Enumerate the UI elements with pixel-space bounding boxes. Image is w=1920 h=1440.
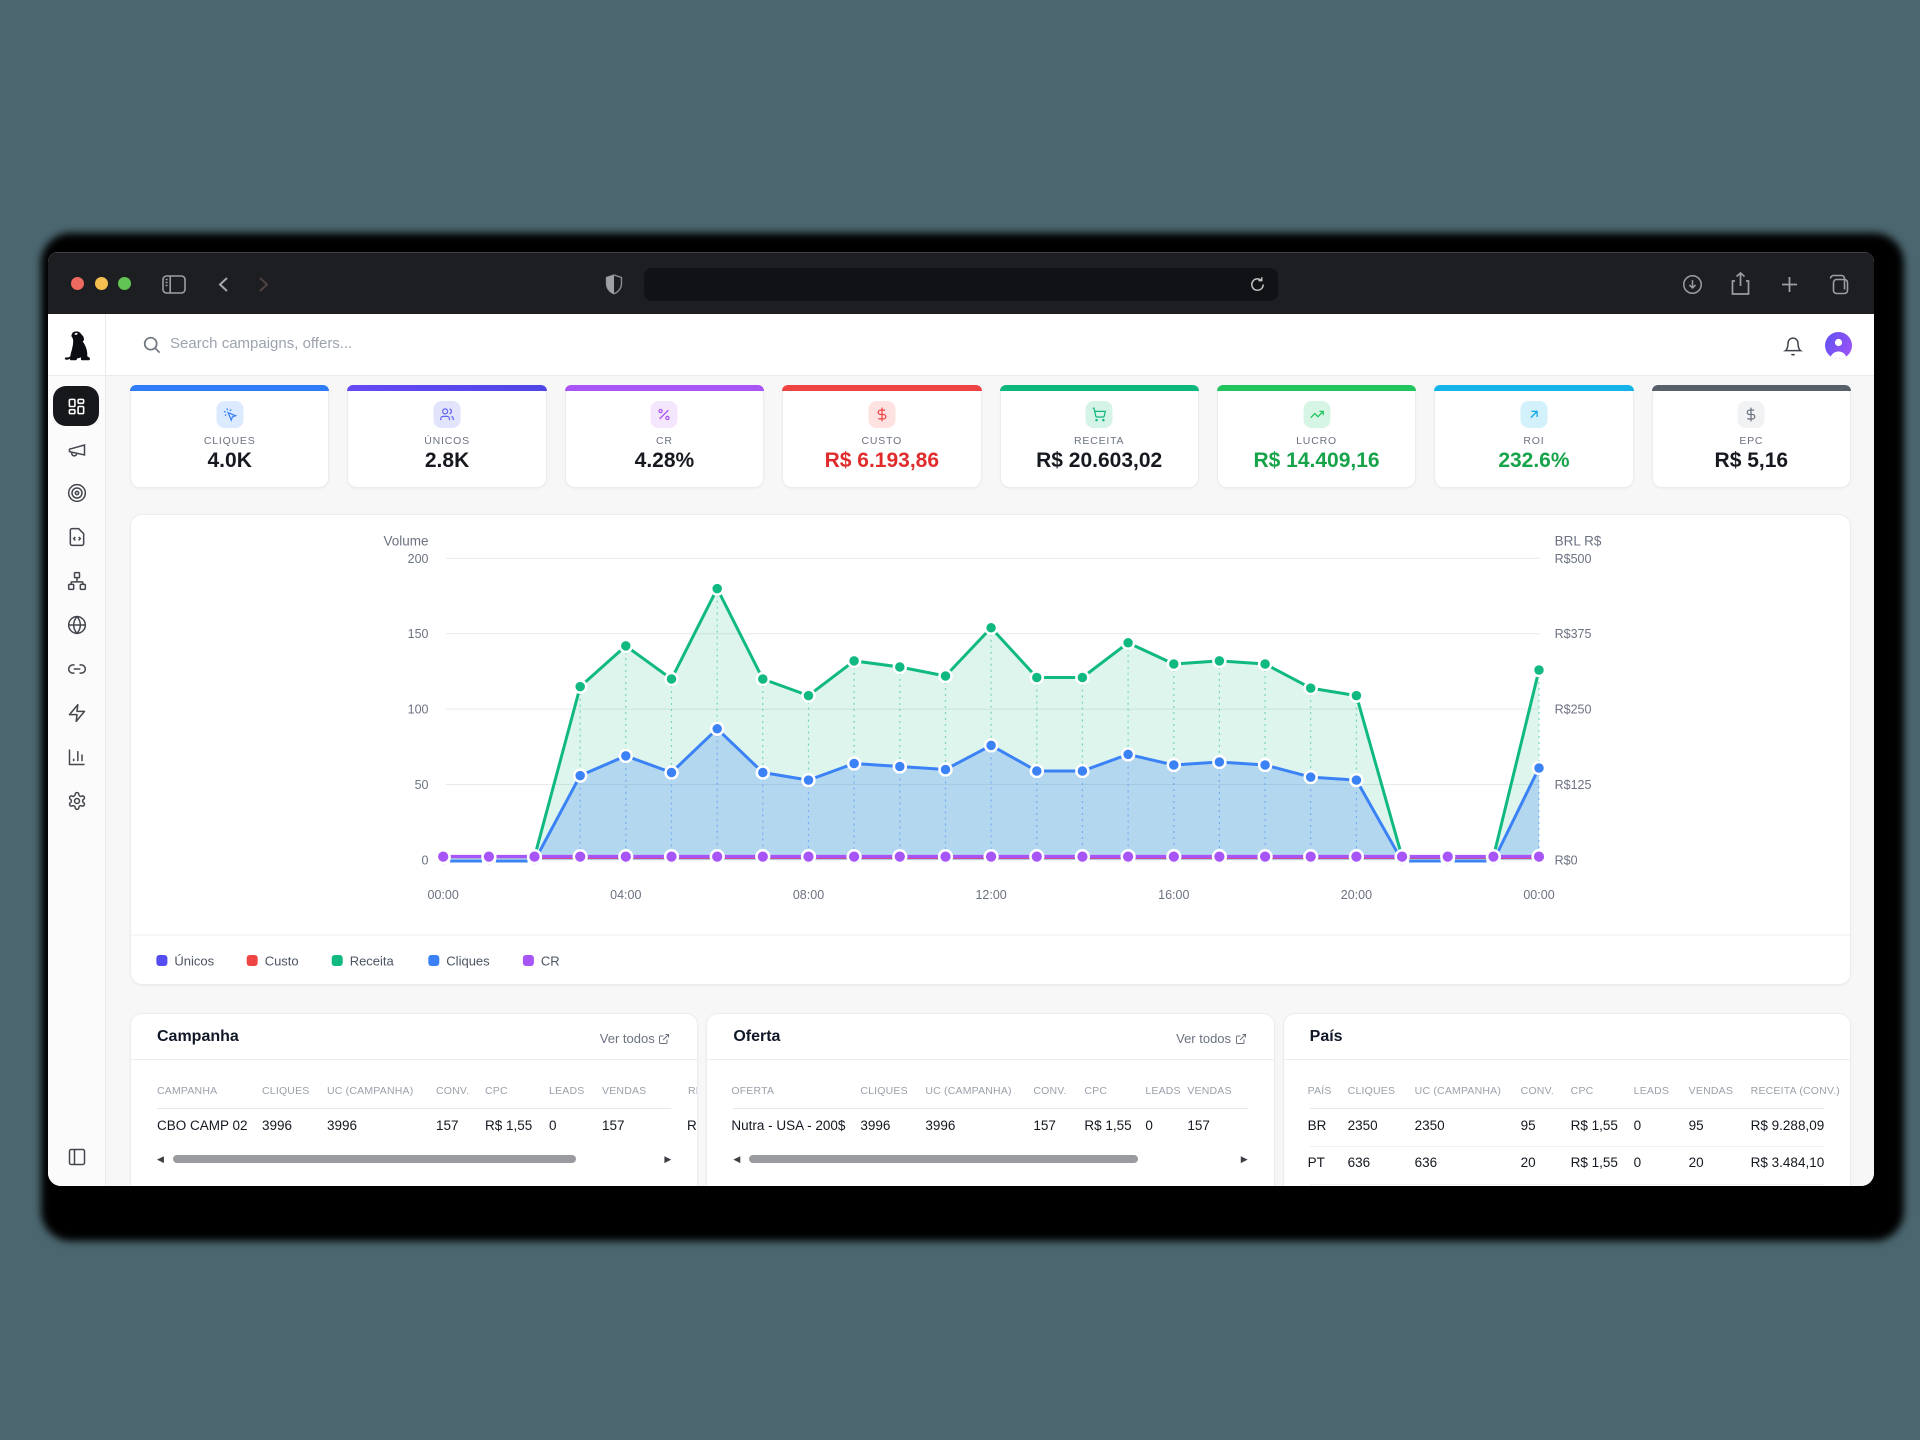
svg-text:20:00: 20:00 [1341, 888, 1372, 902]
svg-text:Únicos: Únicos [174, 954, 214, 969]
svg-text:R$500: R$500 [1555, 552, 1592, 566]
svg-text:04:00: 04:00 [610, 888, 641, 902]
svg-text:0: 0 [422, 853, 429, 867]
svg-text:CR: CR [541, 954, 560, 969]
svg-text:150: 150 [408, 627, 429, 641]
svg-text:12:00: 12:00 [975, 888, 1006, 902]
svg-text:Volume: Volume [383, 534, 428, 549]
svg-text:R$0: R$0 [1555, 853, 1578, 867]
svg-text:200: 200 [408, 552, 429, 566]
svg-text:100: 100 [408, 703, 429, 717]
svg-text:50: 50 [415, 778, 429, 792]
svg-text:BRL R$: BRL R$ [1555, 534, 1602, 549]
svg-text:R$375: R$375 [1555, 627, 1592, 641]
svg-text:R$250: R$250 [1555, 703, 1592, 717]
svg-text:Receita: Receita [350, 954, 395, 969]
svg-text:16:00: 16:00 [1158, 888, 1189, 902]
svg-text:Cliques: Cliques [446, 954, 490, 969]
svg-text:Custo: Custo [265, 954, 299, 969]
svg-text:00:00: 00:00 [428, 888, 459, 902]
svg-text:R$125: R$125 [1555, 778, 1592, 792]
svg-text:08:00: 08:00 [793, 888, 824, 902]
svg-text:00:00: 00:00 [1523, 888, 1554, 902]
